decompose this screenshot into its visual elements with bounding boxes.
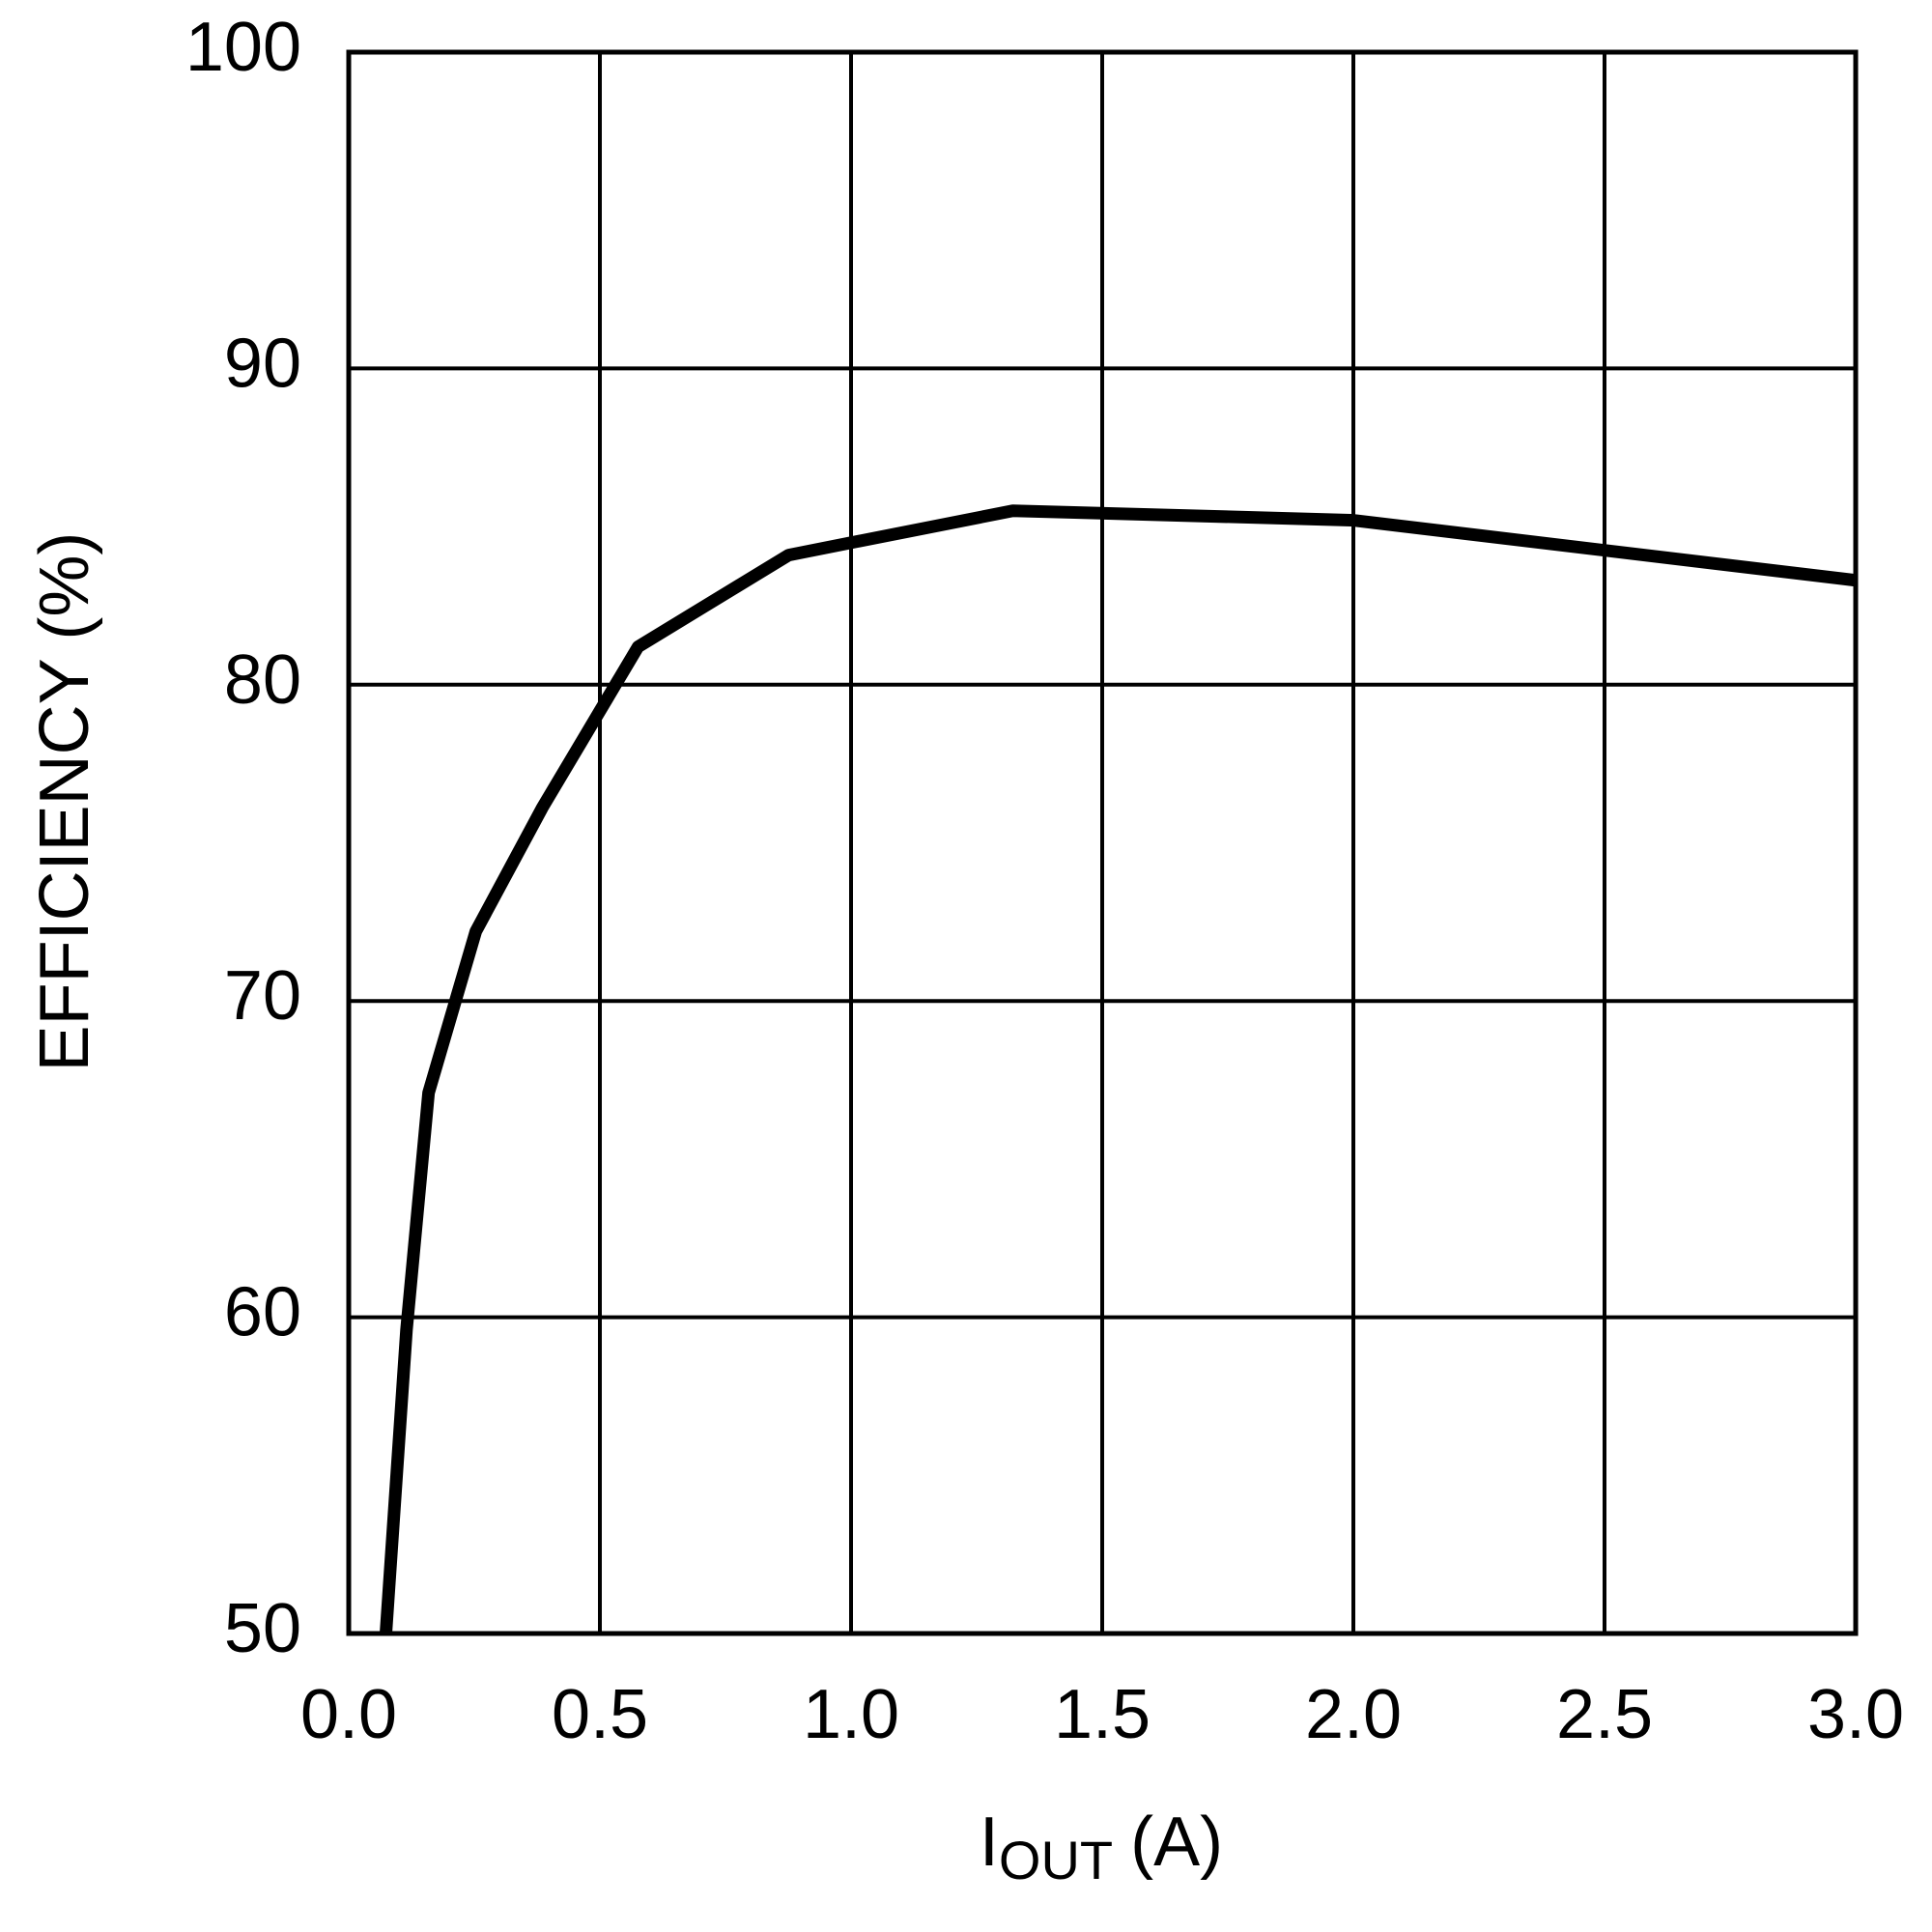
y-tick-label: 70 xyxy=(224,957,301,1035)
y-tick-label: 60 xyxy=(224,1274,301,1351)
x-label-rest: (A) xyxy=(1130,1804,1223,1881)
x-axis-label: IOUT (A) xyxy=(980,1804,1223,1890)
data-line xyxy=(379,504,1857,1634)
x-tick-label: 2.0 xyxy=(1305,1676,1402,1753)
y-axis-label: EFFICIENCY (%) xyxy=(26,532,103,1072)
x-tick-label: 3.0 xyxy=(1807,1676,1904,1753)
plot-frame xyxy=(346,49,1859,1636)
x-tick-label: 0.0 xyxy=(300,1676,397,1753)
y-tick-label: 90 xyxy=(224,325,301,402)
x-tick-label: 1.0 xyxy=(803,1676,899,1753)
x-tick-label: 1.5 xyxy=(1054,1676,1151,1753)
x-tick-label: 2.5 xyxy=(1556,1676,1653,1753)
y-tick-label: 50 xyxy=(224,1590,301,1667)
y-tick-label: 80 xyxy=(224,641,301,719)
x-tick-label: 0.5 xyxy=(552,1676,648,1753)
y-tick-label: 100 xyxy=(185,9,301,86)
x-label-sub: OUT xyxy=(999,1830,1113,1890)
x-label-main: I xyxy=(980,1804,999,1881)
